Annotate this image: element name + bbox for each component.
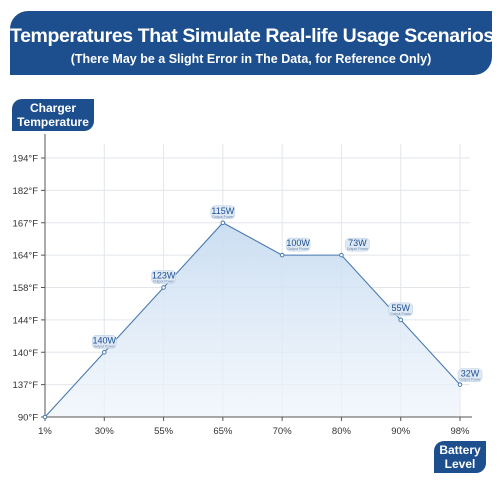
y-tick-label: 137°F — [13, 380, 39, 391]
data-label-sub: Output Power — [459, 378, 481, 382]
y-tick-label: 182°F — [13, 186, 39, 197]
data-label-box — [210, 205, 236, 219]
chart-title: Temperatures That Simulate Real-life Usa… — [10, 25, 494, 47]
x-tick-label: 55% — [154, 426, 174, 437]
chart-header: Temperatures That Simulate Real-life Usa… — [10, 11, 494, 75]
data-label-value: 73W — [348, 238, 367, 248]
data-point — [101, 349, 107, 355]
x-axis-label-line: Battery — [439, 443, 481, 457]
data-label-value: 123W — [152, 271, 176, 281]
x-axis-label: Battery Level — [434, 441, 486, 473]
data-point — [339, 252, 344, 258]
data-point — [42, 414, 48, 420]
x-axis-label-line: Level — [444, 457, 476, 471]
data-label-box — [457, 368, 483, 382]
axes: 90°F 137°F 140°F 144°F 158°F 164°F 167°F 182°F 1… — [13, 134, 472, 437]
x-tick-label: 80% — [332, 426, 352, 437]
data-label-value: 32W — [461, 369, 480, 379]
y-axis-label-line: Charger — [29, 101, 76, 115]
x-tick-label: 90% — [391, 426, 411, 437]
data-point — [220, 220, 226, 226]
data-point — [279, 252, 285, 258]
y-axis-label-line: Temperature — [17, 115, 89, 129]
data-label-sub: Output Power — [287, 247, 309, 251]
x-tick-label: 30% — [95, 426, 115, 437]
data-label-value: 140W — [93, 335, 117, 345]
y-tick-label: 167°F — [13, 218, 39, 229]
data-label-sub: Output Power — [347, 247, 369, 251]
data-label-box — [151, 270, 176, 284]
data-label-value: 115W — [211, 206, 234, 216]
data-label-sub: Output Power — [212, 215, 234, 219]
data-label-value: 100W — [286, 238, 310, 248]
data-point — [398, 317, 404, 323]
y-tick-label: 140°F — [13, 348, 39, 359]
x-tick-label: 1% — [38, 426, 52, 437]
y-tick-label: 164°F — [13, 251, 39, 262]
y-axis-label: Charger Temperature — [12, 99, 94, 131]
y-tick-label: 144°F — [13, 315, 39, 326]
data-points — [42, 220, 463, 420]
x-tick-label: 98% — [450, 426, 470, 437]
chart-subtitle: (There May be a Slight Error in The Data… — [70, 52, 432, 66]
data-label-sub: Output Power — [390, 312, 412, 316]
y-tick-label: 158°F — [13, 283, 39, 294]
data-label-sub: Output Power — [94, 344, 116, 348]
y-tick-label: 194°F — [13, 154, 39, 165]
data-point — [161, 285, 166, 290]
area-fill — [45, 222, 460, 417]
data-label-value: 55W — [391, 303, 410, 313]
data-label-box — [92, 335, 117, 349]
x-tick-label: 70% — [273, 426, 293, 437]
data-label-box — [345, 237, 370, 252]
data-point — [457, 382, 463, 387]
data-label-box — [285, 237, 311, 252]
data-label-box — [388, 302, 413, 317]
y-tick-label: 90°F — [18, 413, 38, 424]
x-tick-label: 65% — [213, 426, 233, 437]
data-label-sub: Output Power — [153, 280, 175, 284]
